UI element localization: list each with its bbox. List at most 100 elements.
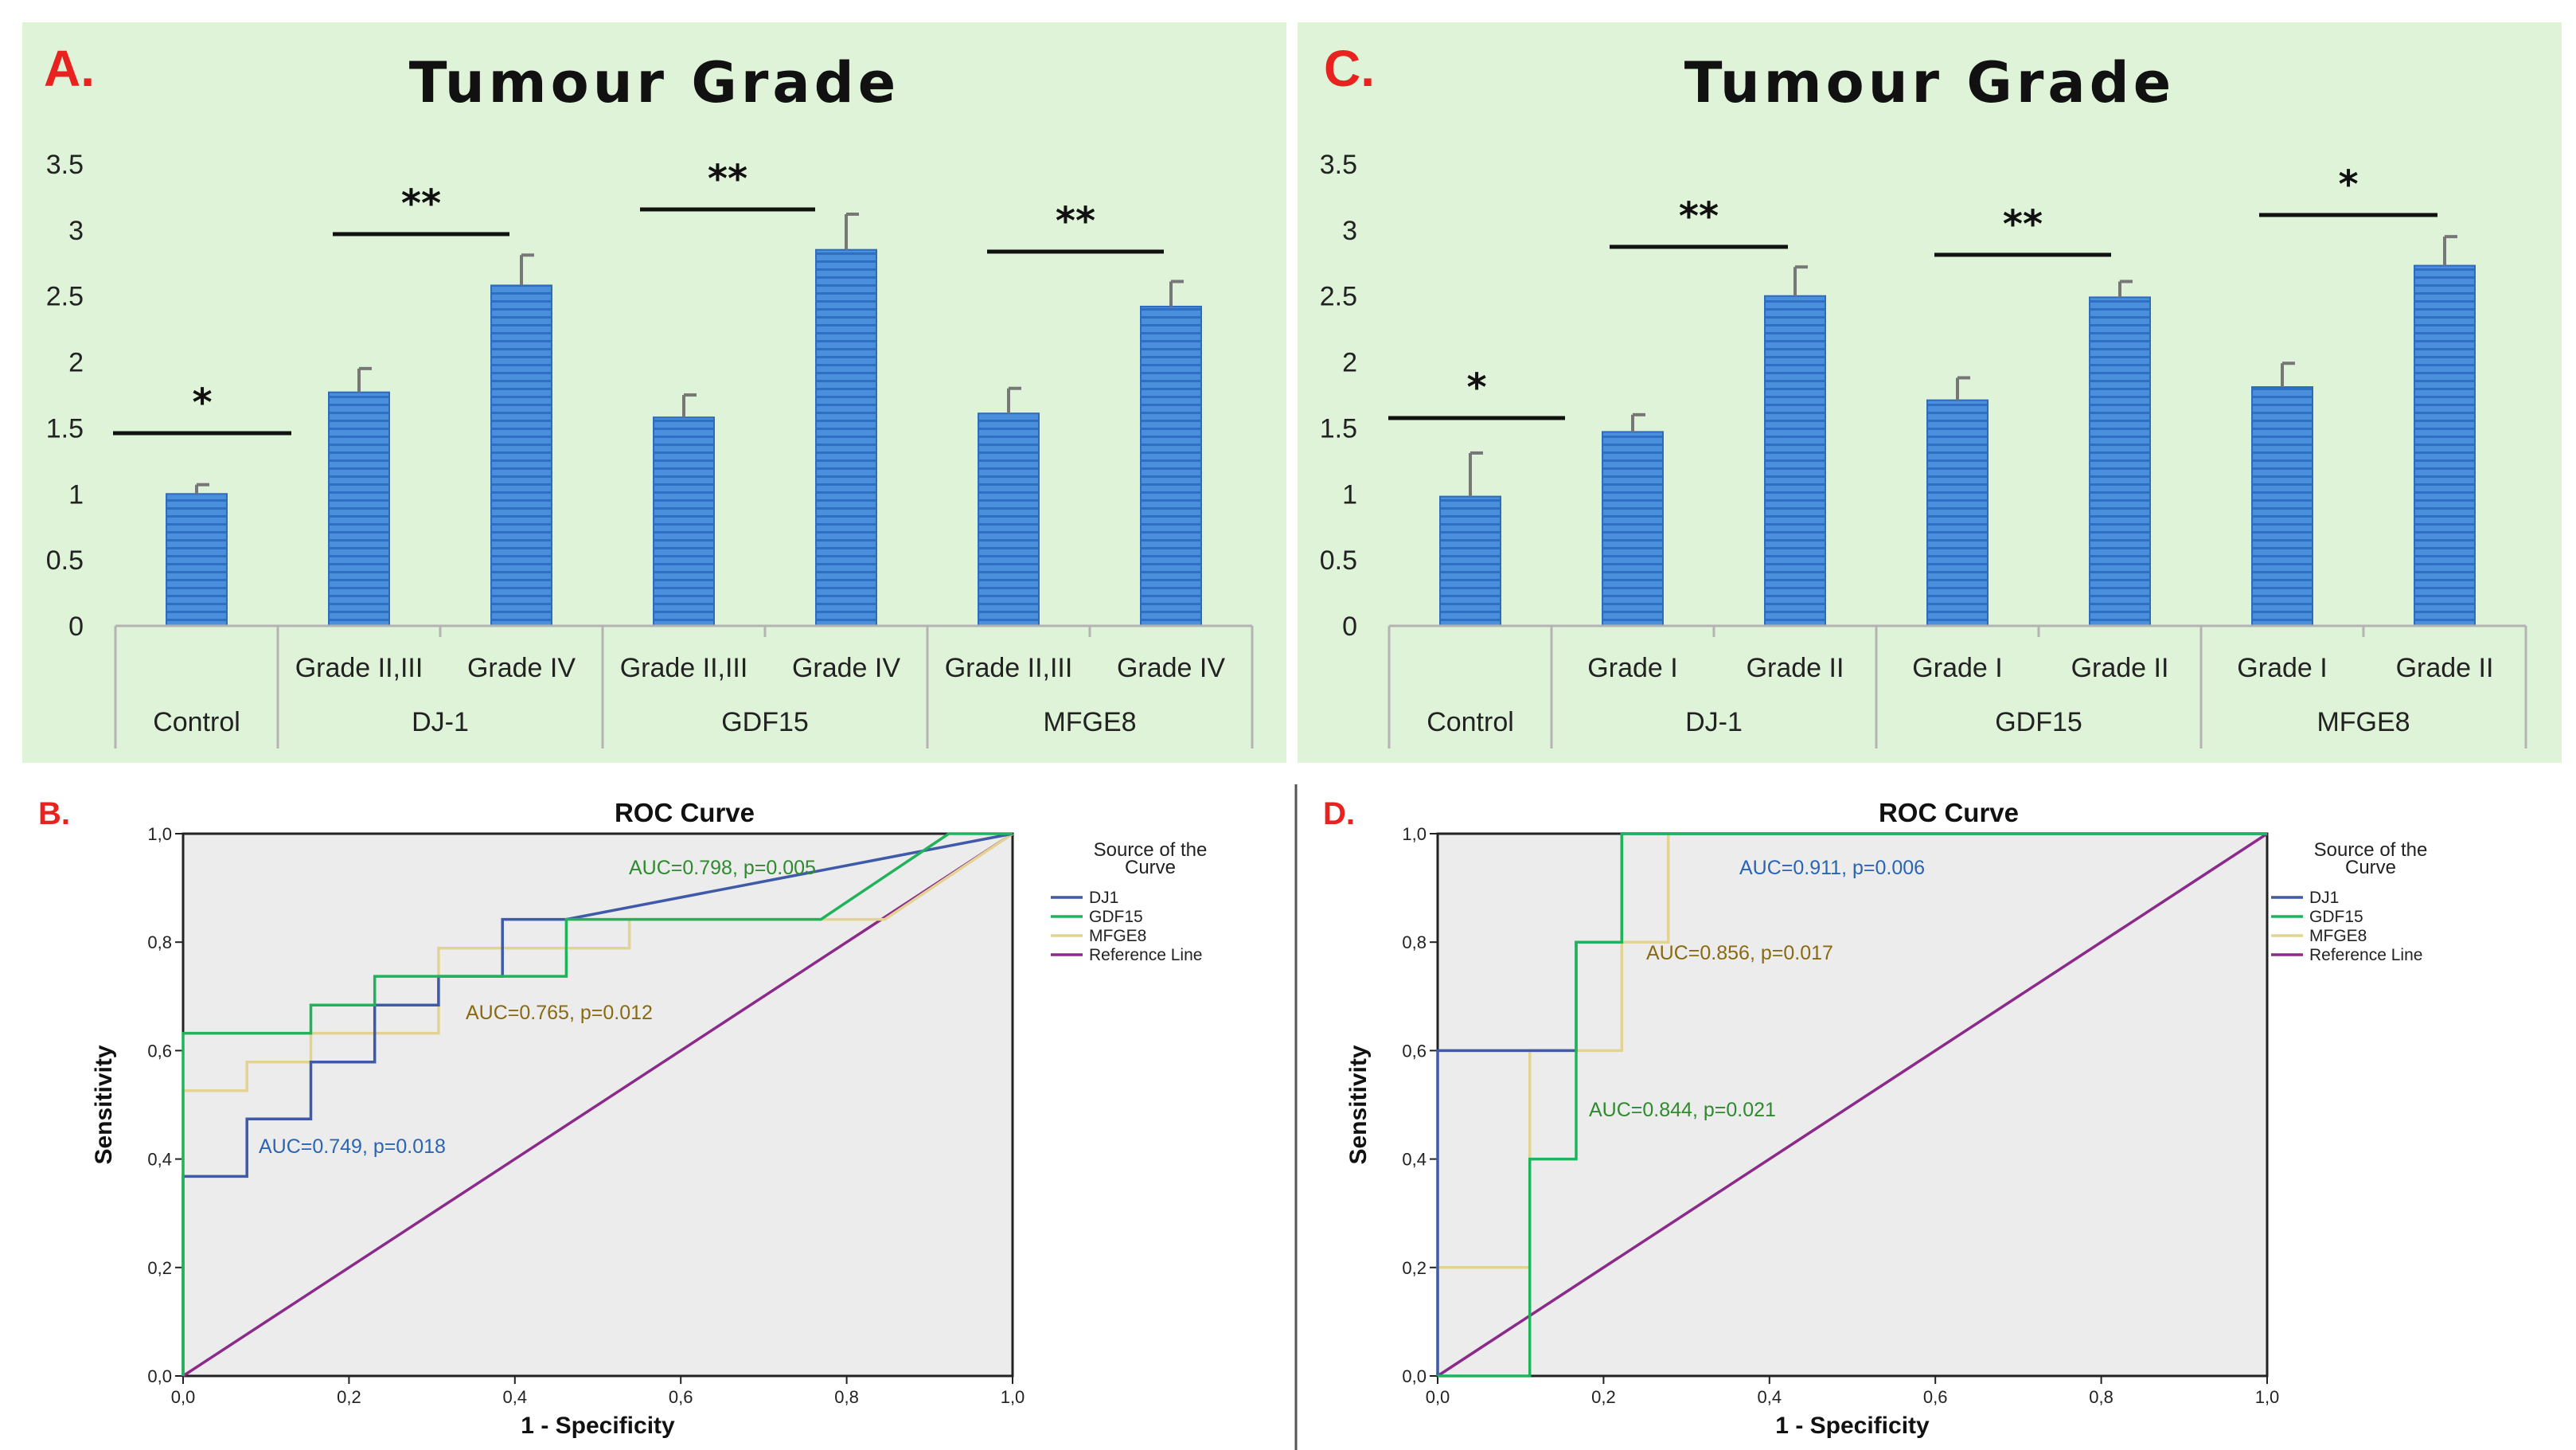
y-axis-label: Sensitivity — [91, 1045, 117, 1164]
x-axis-label: 1 - Specificity — [1775, 1413, 1930, 1439]
roc-series-line — [1438, 832, 2267, 1378]
category-label: Grade IV — [467, 653, 576, 683]
bar — [1926, 399, 1989, 627]
bar — [2414, 264, 2476, 627]
category-label: Grade I — [2237, 653, 2327, 683]
legend-entry: MFGE8 — [1089, 927, 1146, 945]
y-tick-label: 0,4 — [1402, 1150, 1427, 1170]
panel-d-title: ROC Curve — [1879, 798, 2019, 827]
roc-series-line — [181, 832, 1013, 1376]
category-label: Grade I — [1587, 653, 1677, 683]
significance-marker: * — [1466, 365, 1486, 410]
y-tick-label: 3 — [1342, 216, 1357, 246]
panel-c-title: Tumour Grade — [1684, 50, 2175, 115]
panel-b-label: B. — [38, 796, 70, 831]
y-tick-label: 1.5 — [46, 413, 84, 444]
y-tick-label: 0 — [1342, 612, 1357, 642]
y-tick-label: 3 — [68, 216, 84, 246]
y-tick-label: 0.5 — [1320, 545, 1357, 576]
category-label: Grade II,III — [295, 653, 423, 683]
legend-title: Source of the — [2314, 839, 2428, 861]
auc-annotation: AUC=0.844, p=0.021 — [1589, 1099, 1776, 1121]
panel-b-plot: 0,00,0 0,2 0,2 0,4 0,4 0,6 0,6 0,8 0,8 1,0 1,0 1 - … — [91, 824, 1207, 1439]
legend-entry: DJ1 — [2309, 889, 2339, 907]
panel-b: B. ROC Curve 0,00,0 0,2 0,2 0,4 0,4 0,6 0,6 0,8… — [38, 796, 1207, 1439]
y-tick-label: 2.5 — [46, 282, 84, 312]
panel-c: C. Tumour Grade 0 0.5 1 1.5 2 2.5 3 3.5 Control D… — [1298, 22, 2562, 763]
y-tick-label: 1,0 — [1402, 824, 1427, 844]
y-tick-label: 1,0 — [147, 824, 172, 844]
bar — [1439, 495, 1501, 627]
group-label: DJ-1 — [1685, 707, 1743, 737]
y-tick-label: 2 — [68, 348, 84, 378]
legend-entry: GDF15 — [1089, 908, 1143, 926]
category-label: Grade II — [2071, 653, 2169, 683]
bar — [2251, 386, 2313, 627]
significance-marker: * — [2338, 162, 2358, 207]
x-tick-label: 0,6 — [1923, 1387, 1948, 1407]
y-tick-label: 0 — [68, 612, 84, 642]
panel-d: D. ROC Curve 0,00,0 0,2 0,2 0,4 0,4 0,6 0,6 0,8… — [1323, 796, 2427, 1439]
legend-entry: MFGE8 — [2309, 927, 2367, 945]
group-label: GDF15 — [1995, 707, 2082, 737]
y-axis-label: Sensitivity — [1345, 1045, 1372, 1164]
bar — [1602, 431, 1664, 627]
group-label: MFGE8 — [1043, 707, 1136, 737]
category-label: Grade IV — [1117, 653, 1225, 683]
bar — [2089, 296, 2151, 627]
group-label: DJ-1 — [412, 707, 469, 737]
significance-marker: ** — [401, 182, 441, 226]
panel-a-title: Tumour Grade — [409, 50, 900, 115]
x-tick-label: 0,2 — [337, 1387, 361, 1407]
significance-marker: ** — [708, 157, 747, 201]
x-tick-label: 0,4 — [503, 1387, 528, 1407]
panel-d-label: D. — [1323, 796, 1355, 831]
roc-series-line — [181, 832, 1013, 1376]
category-label: Grade II,III — [620, 653, 748, 683]
x-tick-label: 0,0 — [1426, 1387, 1450, 1407]
y-tick-label: 0,0 — [147, 1366, 172, 1386]
y-tick-label: 2 — [1342, 348, 1357, 378]
auc-annotation: AUC=0.911, p=0.006 — [1739, 857, 1925, 879]
significance-marker: ** — [1679, 194, 1719, 239]
panel-c-background — [1298, 22, 2562, 763]
panel-a: A. Tumour Grade 0 0.5 1 1.5 2 2.5 3 3.5 Control D… — [22, 22, 1286, 763]
y-tick-label: 2.5 — [1320, 282, 1357, 312]
category-label: Grade IV — [792, 653, 900, 683]
x-tick-label: 0,6 — [669, 1387, 693, 1407]
group-label: GDF15 — [721, 707, 809, 737]
auc-annotation: AUC=0.749, p=0.018 — [259, 1135, 446, 1158]
panel-a-plot: 0 0.5 1 1.5 2 2.5 3 3.5 Control DJ-1 Grade II,III G… — [46, 150, 1254, 748]
bar — [1764, 295, 1826, 627]
significance-marker: ** — [2003, 202, 2043, 247]
legend-entry: DJ1 — [1089, 889, 1118, 907]
legend-title: Curve — [1125, 857, 1176, 878]
group-label: Control — [153, 707, 240, 737]
y-tick-label: 0,6 — [1402, 1041, 1427, 1061]
y-tick-label: 0,8 — [1402, 932, 1427, 952]
panel-d-plot: 0,00,0 0,2 0,2 0,4 0,4 0,6 0,6 0,8 0,8 1,0 1,0 1 - … — [1345, 824, 2427, 1439]
x-tick-label: 1,0 — [2255, 1387, 2280, 1407]
bar — [978, 412, 1040, 627]
significance-marker: ** — [1056, 199, 1095, 244]
x-tick-label: 0,0 — [171, 1387, 196, 1407]
group-label: MFGE8 — [2316, 707, 2410, 737]
category-label: Grade I — [1912, 653, 2002, 683]
x-tick-label: 0,4 — [1758, 1387, 1782, 1407]
panel-a-background — [22, 22, 1286, 763]
significance-marker: * — [192, 381, 212, 425]
bar — [490, 284, 552, 627]
y-tick-label: 1.5 — [1320, 413, 1357, 444]
bar — [653, 416, 715, 627]
y-tick-label: 0,8 — [147, 932, 172, 952]
y-tick-label: 0,0 — [1402, 1366, 1427, 1386]
category-label: Grade II — [2396, 653, 2494, 683]
x-tick-label: 0,8 — [2089, 1387, 2113, 1407]
legend-title: Curve — [2345, 857, 2396, 878]
x-axis-label: 1 - Specificity — [521, 1413, 675, 1439]
x-tick-label: 0,8 — [834, 1387, 859, 1407]
roc-series-line — [1437, 832, 2268, 1378]
y-tick-label: 0,2 — [147, 1258, 172, 1278]
auc-annotation: AUC=0.856, p=0.017 — [1646, 942, 1833, 964]
bar — [1140, 305, 1202, 627]
